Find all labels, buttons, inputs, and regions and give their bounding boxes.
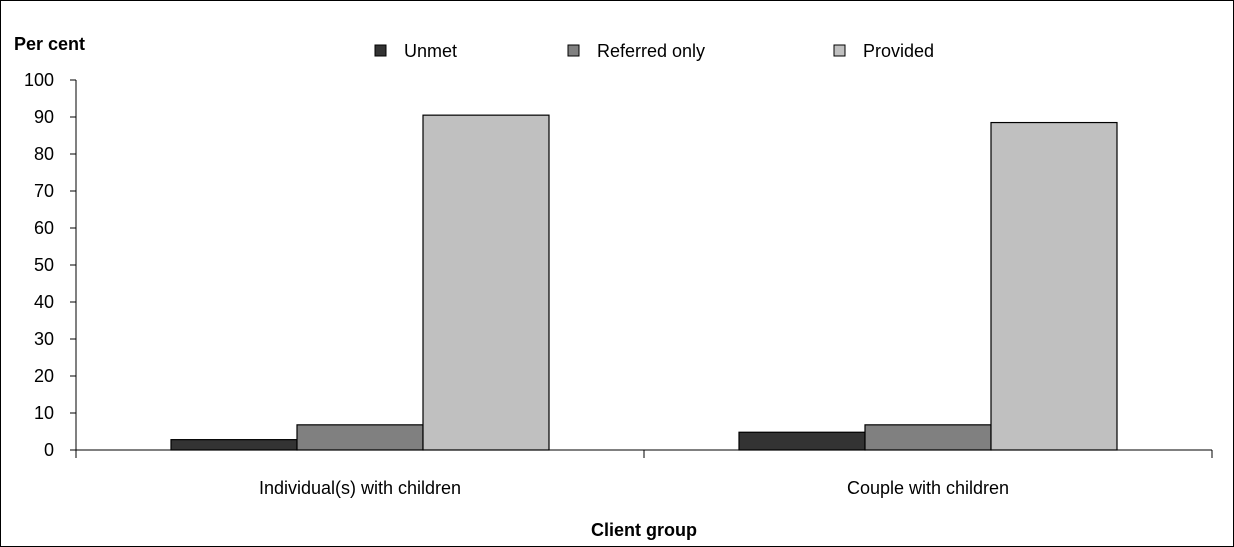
legend-swatch	[374, 44, 387, 57]
y-ticks: 0 10 20 30 40 50 60 70 80 90 100	[24, 70, 76, 460]
bar-referred-only	[296, 424, 424, 451]
y-tick-label: 60	[34, 218, 54, 238]
y-axis-title: Per cent	[14, 34, 85, 54]
bar-referred-only	[864, 424, 992, 451]
legend-label: Referred only	[597, 41, 705, 61]
legend: Unmet Referred only Provided	[374, 41, 934, 61]
y-tick-label: 0	[44, 440, 54, 460]
y-tick-label: 50	[34, 255, 54, 275]
bar-provided	[422, 114, 550, 451]
legend-swatch	[567, 44, 580, 57]
y-tick-label: 30	[34, 329, 54, 349]
x-ticks: Individual(s) with children Couple with c…	[75, 450, 1213, 498]
y-tick-label: 20	[34, 366, 54, 386]
category-label: Couple with children	[847, 478, 1009, 498]
y-tick-label: 80	[34, 144, 54, 164]
bars-layer	[170, 114, 1118, 451]
y-tick-label: 10	[34, 403, 54, 423]
y-tick-label: 90	[34, 107, 54, 127]
bar-provided	[990, 121, 1118, 451]
legend-swatch	[833, 44, 846, 57]
bar-unmet	[170, 439, 298, 451]
y-tick-label: 40	[34, 292, 54, 312]
x-axis-title: Client group	[591, 520, 697, 540]
bar-unmet	[738, 431, 866, 451]
legend-label: Provided	[863, 41, 934, 61]
category-label: Individual(s) with children	[259, 478, 461, 498]
legend-label: Unmet	[404, 41, 457, 61]
y-tick-label: 70	[34, 181, 54, 201]
y-tick-label: 100	[24, 70, 54, 90]
